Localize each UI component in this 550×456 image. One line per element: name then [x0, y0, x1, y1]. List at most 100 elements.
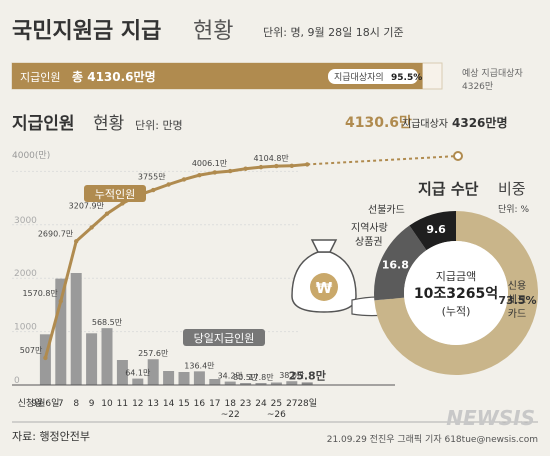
- donut-label-local-2: 상품권: [355, 236, 383, 248]
- main-title: 국민지원금 지급: [12, 19, 161, 44]
- donut-label-card-2: 체크: [508, 294, 526, 306]
- daily-bar: [178, 372, 190, 385]
- daily-bar: [270, 382, 282, 385]
- daily-bar: [55, 278, 67, 385]
- y-axis-label: 4000(만): [12, 150, 50, 161]
- donut-segment-label-prepaid: 9.6: [426, 223, 446, 236]
- x-tick-label: 27: [286, 399, 297, 409]
- target-label: 지급대상자: [402, 118, 448, 130]
- cumulative-point: [305, 162, 310, 167]
- cumulative-point: [166, 182, 171, 187]
- daily-bar: [101, 328, 113, 385]
- cumulative-point: [89, 225, 94, 230]
- cumulative-point: [43, 355, 48, 361]
- y-tick-label: 3000: [14, 216, 37, 226]
- daily-bar: [70, 273, 82, 385]
- x-tick-label: 신청일: [18, 398, 43, 409]
- donut-segment-label-local: 16.8: [382, 259, 409, 272]
- daily-value-label: 568.5만: [92, 318, 123, 327]
- newsis-logo: NEWSIS: [446, 406, 535, 430]
- daily-value-label: 17.8만: [248, 373, 274, 382]
- x-tick-label: 12: [132, 399, 143, 409]
- daily-value-label: 80.5만: [233, 373, 259, 382]
- donut-label-local-1: 지역사랑: [351, 222, 388, 234]
- legend-cumulative-tag: [84, 185, 146, 202]
- x-tick-label: 11: [117, 399, 128, 409]
- target-point: [453, 151, 463, 161]
- cumulative-value-label: 4006.1만: [192, 159, 228, 168]
- daily-bar: [224, 381, 236, 385]
- x-tick-label: 13: [147, 399, 158, 409]
- y-tick-label: 1000: [14, 323, 37, 333]
- donut-center-line1: 지급금액: [436, 270, 476, 283]
- legend-daily-label: 당일지급인원: [194, 331, 255, 345]
- legend-daily-tag: [183, 329, 265, 346]
- x-tick-label: 8: [73, 399, 79, 409]
- daily-bar: [286, 381, 298, 385]
- cumulative-total: 4130.6만: [345, 115, 412, 131]
- x-tick-label: 9월6일: [31, 397, 59, 409]
- ratio-label: 지급대상자의: [334, 72, 384, 83]
- cumulative-point: [212, 170, 217, 175]
- daily-bars: [12, 273, 395, 386]
- section-title-light: 현황: [93, 114, 124, 134]
- x-tick-label: 28일: [297, 398, 317, 409]
- x-tick-label: 24: [255, 399, 267, 409]
- donut-title-light: 비중: [498, 180, 526, 198]
- donut-label-prepaid: 선불카드: [368, 204, 405, 216]
- footer-source: 자료: 행정안전부: [12, 430, 90, 443]
- cumulative-point: [151, 187, 156, 193]
- x-tick-label: 7: [58, 399, 64, 409]
- daily-bar: [132, 378, 144, 385]
- section-title: 지급인원: [12, 114, 75, 134]
- y-tick-label: 0: [14, 376, 20, 386]
- x-tick-label: 10: [101, 399, 113, 409]
- cumulative-point: [181, 177, 187, 182]
- donut-unit: 단위: %: [498, 204, 529, 215]
- legend-cumulative-label: 누적인원: [95, 188, 135, 201]
- x-tick-label: ~22: [221, 410, 240, 420]
- expected-label: 예상 지급대상자: [462, 68, 524, 79]
- cumulative-point: [197, 172, 202, 178]
- donut-chart: [374, 211, 538, 375]
- cumulative-value-label: 1570.8만: [22, 289, 58, 298]
- daily-bar: [193, 371, 205, 385]
- daily-bar: [301, 382, 313, 385]
- cumulative-value-label: 4104.8만: [253, 154, 289, 163]
- donut-segment: [374, 225, 427, 301]
- summary-label-light: 지급인원: [20, 71, 60, 84]
- cumulative-point: [289, 163, 294, 169]
- donut-segment: [374, 211, 538, 375]
- donut-center-line3: (누적): [442, 305, 471, 318]
- x-tick-label: 14: [163, 399, 175, 409]
- donut-label-card-1: 신용: [508, 280, 526, 292]
- donut-center-line2: 10조3265억: [414, 286, 498, 302]
- x-tick-label: 16: [194, 399, 206, 409]
- x-tick-label: 15: [178, 399, 189, 409]
- cumulative-point: [228, 168, 233, 174]
- daily-bar: [163, 371, 175, 385]
- x-tick-label: ~26: [267, 410, 286, 420]
- point-labels: 507만 1570.8만 2690.7만 3207.9만 3755만 4006.1만 410…: [20, 154, 326, 383]
- daily-bar: [209, 379, 221, 385]
- x-tick-label: 18: [224, 399, 236, 409]
- cumulative-value-label: 3207.9만: [69, 202, 105, 211]
- x-tick-label: 9: [89, 399, 95, 409]
- header-unit-note: 단위: 명, 9월 28일 18시 기준: [263, 25, 404, 39]
- daily-bar: [240, 383, 252, 385]
- section-unit: 단위: 만명: [135, 119, 183, 132]
- daily-value-label: 136.4만: [184, 361, 215, 370]
- x-tick-label: 25: [271, 399, 282, 409]
- cumulative-value-label: 507만: [20, 346, 43, 355]
- daily-value-label: 25.8만: [289, 368, 326, 382]
- daily-bar: [86, 333, 98, 385]
- cumulative-value-label: 3755만: [138, 172, 166, 181]
- cumulative-point: [120, 201, 125, 206]
- daily-value-label: 64.1만: [125, 369, 151, 378]
- cumulative-point: [58, 298, 63, 304]
- donut-title: 지급 수단: [418, 180, 479, 198]
- cumulative-line: [43, 151, 463, 361]
